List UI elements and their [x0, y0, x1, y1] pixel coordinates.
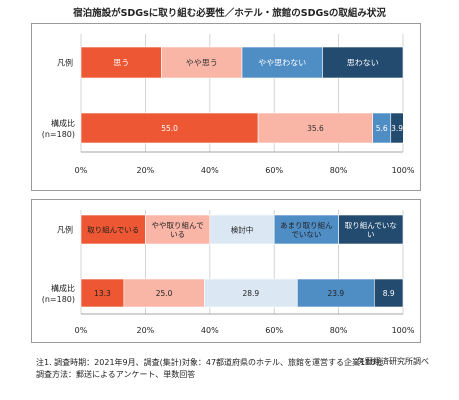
- x-tick-label: 20%: [137, 326, 155, 335]
- data-label: 23.9: [328, 289, 345, 298]
- bar-segment: [257, 112, 374, 144]
- data-label: 3.9: [391, 124, 403, 133]
- sdgs-initiative-chart: 0% 20% 40% 60% 80% 100% 凡例 取り組んでいる やや取り組んで いる 検討中 あ…: [31, 199, 421, 343]
- note-line: 調査方法：郵送によるアンケート、単数回答: [36, 370, 196, 379]
- x-tick-label: 0%: [75, 166, 88, 175]
- note-line: 注1. 調査時期：2021年9月、調査(集計)対象：47都道府県のホテル、旅館を…: [36, 358, 384, 367]
- legend-label: あまり取り組ん: [280, 220, 333, 230]
- bar-segment: [374, 278, 404, 308]
- bar-segment: [80, 278, 125, 308]
- legend-swatch: [338, 214, 404, 245]
- legend-label: 取り組んでいな: [345, 220, 397, 230]
- data-label: 8.9: [383, 289, 395, 298]
- data-label: 13.3: [94, 289, 111, 298]
- legend-label: 検討中: [231, 225, 254, 235]
- legend-label: いる: [170, 230, 185, 239]
- source-label: 矢野経済研究所調べ: [357, 357, 429, 366]
- x-tick-label: 100%: [392, 166, 415, 175]
- x-tick-label: 40%: [201, 166, 219, 175]
- x-tick-label: 100%: [392, 326, 415, 335]
- data-label: 55.0: [161, 124, 178, 133]
- x-tick-label: 60%: [265, 166, 283, 175]
- legend-label: やや取り組んで: [152, 220, 204, 230]
- sdgs-necessity-chart: 0% 20% 40% 60% 80% 100% 凡例 思う やや思う やや思わない 思わない構成比 (…: [31, 23, 421, 191]
- x-tick-label: 40%: [201, 326, 219, 335]
- x-tick-label: 0%: [75, 326, 88, 335]
- row-label: (n=180): [42, 295, 75, 304]
- legend-swatch: [209, 214, 275, 245]
- legend-label: でいない: [291, 230, 321, 239]
- data-label: 28.9: [243, 289, 260, 298]
- bar-segment: [123, 278, 205, 308]
- bar-segment: [390, 112, 404, 144]
- legend-swatch: [145, 214, 211, 245]
- legend-label: やや思う: [186, 59, 218, 68]
- x-tick-label: 60%: [265, 326, 283, 335]
- data-label: 25.0: [156, 289, 173, 298]
- row-label: 構成比: [51, 118, 75, 128]
- row-label: 構成比: [51, 283, 75, 293]
- x-tick-label: 20%: [137, 166, 155, 175]
- legend-swatch: [241, 46, 323, 79]
- legend-row-label: 凡例: [57, 225, 73, 235]
- legend-row-label: 凡例: [57, 58, 73, 68]
- bar-segment: [204, 278, 298, 308]
- chart-title: 宿泊施設がSDGsに取り組む必要性／ホテル・旅館のSDGsの取組み状況: [73, 8, 386, 19]
- legend-swatch: [273, 214, 339, 245]
- legend-swatch: [161, 46, 243, 79]
- data-label: 35.6: [307, 124, 324, 133]
- data-label: 5.6: [376, 124, 388, 133]
- legend-label: やや思わない: [258, 59, 306, 68]
- legend-label: 思う: [113, 59, 129, 68]
- legend-swatch: [80, 46, 162, 79]
- row-label: (n=180): [42, 130, 75, 139]
- notes: 注1. 調査時期：2021年9月、調査(集計)対象：47都道府県のホテル、旅館を…: [36, 357, 383, 381]
- legend-label: 取り組んでいる: [87, 225, 139, 235]
- x-tick-label: 80%: [330, 326, 348, 335]
- legend-label: い: [367, 230, 375, 239]
- legend-label: 思わない: [347, 59, 379, 68]
- legend-swatch: [322, 46, 404, 79]
- bar-segment: [80, 112, 259, 144]
- x-tick-label: 80%: [330, 166, 348, 175]
